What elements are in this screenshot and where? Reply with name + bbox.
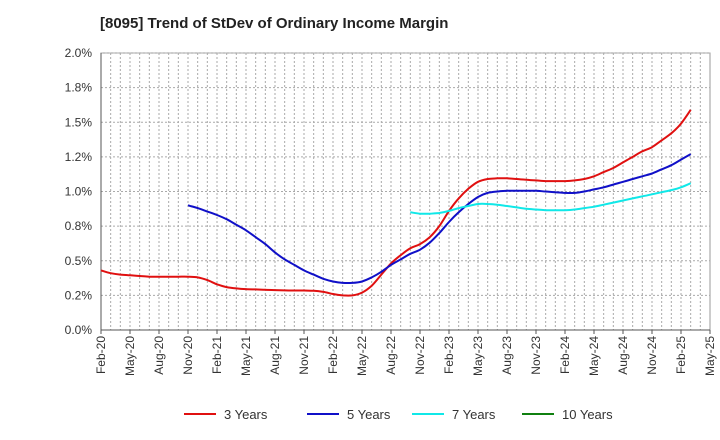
grid [100,52,711,331]
x-tick-label: Aug-23 [500,336,514,375]
x-tick-label: May-20 [123,336,137,376]
x-tick-label: May-23 [471,336,485,376]
x-tick-label: Feb-23 [442,336,456,374]
x-tick-label: Nov-22 [413,336,427,375]
y-tick-label: 1.8% [65,81,93,95]
y-tick-label: 0.2% [65,288,93,302]
y-tick-label: 0.0% [65,323,93,337]
legend: 3 Years 5 Years 7 Years 10 Years [184,407,613,422]
x-tick-label: Aug-22 [384,336,398,375]
series-line-5-years [187,153,692,285]
x-tick-label: Feb-20 [94,336,108,374]
y-tick-label: 2.0% [65,46,93,60]
y-tick-label: 1.2% [65,150,93,164]
series-line-7-years [410,182,692,215]
legend-label-5-years: 5 Years [347,407,391,422]
x-tick-label: Nov-24 [645,336,659,375]
x-tick-label: May-21 [239,336,253,376]
chart-title: [8095] Trend of StDev of Ordinary Income… [100,15,448,32]
series-line-3-years [100,109,692,297]
x-tick-label: May-24 [587,336,601,376]
y-tick-label: 1.5% [65,115,93,129]
x-tick-label: Feb-21 [210,336,224,374]
x-tick-label: Nov-20 [181,336,195,375]
legend-label-7-years: 7 Years [452,407,496,422]
x-tick-label: May-22 [355,336,369,376]
x-tick-label: Nov-21 [297,336,311,375]
x-tick-label: Aug-20 [152,336,166,375]
x-tick-label: Aug-24 [616,336,630,375]
x-axis: Feb-20 May-20 Aug-20 Nov-20 Feb-21 May-21 Aug-… [94,330,717,376]
y-tick-label: 1.0% [65,185,93,199]
series-lines [100,109,692,297]
x-tick-label: Nov-23 [529,336,543,375]
y-tick-label: 0.5% [65,254,93,268]
x-tick-label: Feb-22 [326,336,340,374]
x-tick-label: Aug-21 [268,336,282,375]
x-tick-label: May-25 [703,336,717,376]
legend-label-10-years: 10 Years [562,407,613,422]
y-axis: 0.0% 0.2% 0.5% 0.8% 1.0% 1.2% 1.5% 1.8% 2.0% [65,46,93,337]
x-tick-label: Feb-25 [674,336,688,374]
y-tick-label: 0.8% [65,219,93,233]
x-tick-label: Feb-24 [558,336,572,374]
legend-label-3-years: 3 Years [224,407,268,422]
